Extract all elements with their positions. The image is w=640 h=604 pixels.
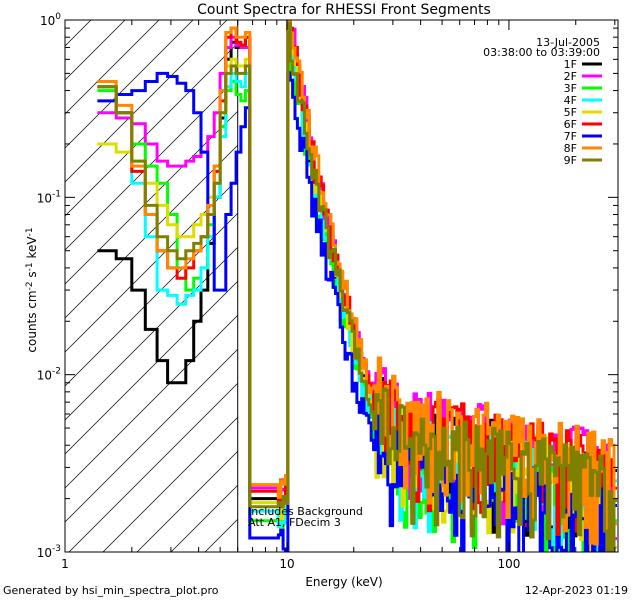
legend-label: 8F xyxy=(564,142,577,155)
y-label-part: keV xyxy=(25,236,39,263)
y-axis-label: counts cm-2 s-1 keV-1 xyxy=(25,227,39,352)
y-tick-label: 10-2 xyxy=(37,367,61,383)
annotations: Includes Background Att A1, FDecim 3 xyxy=(248,505,363,529)
x-tick-label: 100 xyxy=(497,557,520,571)
hatch-line xyxy=(65,20,92,47)
legend-label: 5F xyxy=(564,106,577,119)
annotation-background: Includes Background xyxy=(248,505,363,518)
y-label-exp: -2 xyxy=(25,281,35,290)
footer-generated-by: Generated by hsi_min_spectra_plot.pro xyxy=(3,584,219,597)
legend-label: 6F xyxy=(564,118,577,131)
hatch-line xyxy=(65,20,228,183)
legend-label: 4F xyxy=(564,94,577,107)
legend-label: 1F xyxy=(564,58,577,71)
hatch-line xyxy=(65,20,160,115)
x-tick-label: 10 xyxy=(279,557,294,571)
y-label-part: s xyxy=(25,271,39,281)
legend-label: 9F xyxy=(564,154,577,167)
chart-title: Count Spectra for RHESSI Front Segments xyxy=(197,2,491,18)
legend-label: 3F xyxy=(564,82,577,95)
series-line-9f xyxy=(97,21,617,552)
x-axis-label: Energy (keV) xyxy=(305,575,382,589)
footer-timestamp: 12-Apr-2023 01:19 xyxy=(524,584,628,597)
legend-time-range: 03:38:00 to 03:39:00 xyxy=(483,46,600,59)
legend-date: 13-Jul-2005 xyxy=(536,36,600,49)
plot-frame xyxy=(64,19,619,553)
hatch-line xyxy=(65,20,296,251)
y-label-exp: -1 xyxy=(25,262,35,271)
legend-label: 2F xyxy=(564,70,577,83)
y-label-part: counts cm xyxy=(25,290,39,352)
legend-label: 7F xyxy=(564,130,577,143)
x-tick-label: 1 xyxy=(61,557,69,571)
y-tick-label: 100 xyxy=(40,12,61,28)
annotation-attenuator: Att A1, FDecim 3 xyxy=(248,516,341,529)
series-group xyxy=(97,20,617,552)
y-tick-label: 10-3 xyxy=(37,544,61,560)
axes: 1 10 100 100 10-1 10-2 10-3 xyxy=(37,12,618,571)
legend: 13-Jul-2005 03:38:00 to 03:39:00 1F2F3F4… xyxy=(483,36,602,167)
hatch-line xyxy=(65,20,194,149)
y-label-exp: -1 xyxy=(25,227,35,236)
y-tick-label: 10-1 xyxy=(37,189,61,205)
hatch-line xyxy=(65,20,262,217)
